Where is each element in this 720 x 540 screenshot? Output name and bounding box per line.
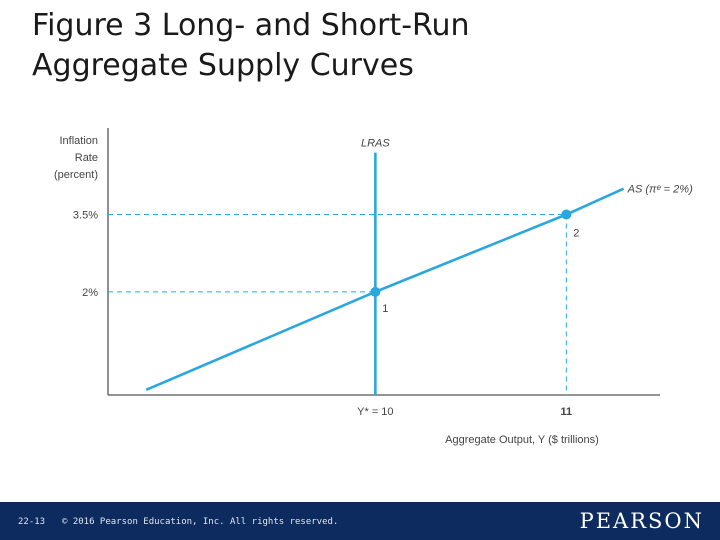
y-tick-label: 3.5%: [73, 210, 98, 222]
x-tick-label: Y* = 10: [357, 406, 393, 418]
slide-title-line1: Figure 3 Long- and Short-Run: [32, 8, 470, 43]
equilibrium-point: [561, 209, 572, 220]
x-axis-label: Aggregate Output, Y ($ trillions): [445, 434, 599, 446]
y-tick-label: 2%: [82, 287, 98, 299]
as-label: AS (πᵉ = 2%): [627, 184, 693, 196]
slide-title: Figure 3 Long- and Short-Run Aggregate S…: [32, 6, 692, 86]
lras-label: LRAS: [361, 138, 390, 150]
equilibrium-point-label: 2: [573, 228, 579, 240]
y-axis-label-line: (percent): [54, 169, 98, 181]
equilibrium-point: [370, 286, 381, 297]
slide-title-line2: Aggregate Supply Curves: [32, 48, 414, 83]
x-tick-label: 11: [561, 406, 573, 418]
chart: Inflation Rate (percent) Aggregate Output, …: [54, 128, 693, 446]
copyright-text: © 2016 Pearson Education, Inc. All right…: [62, 517, 339, 527]
y-axis-label-line: Inflation: [59, 135, 98, 147]
pearson-logo: PEARSON: [579, 509, 704, 533]
equilibrium-point-label: 1: [382, 303, 388, 315]
as-curve: [145, 187, 625, 392]
y-axis-label-line: Rate: [75, 152, 98, 164]
page-number: 22-13: [18, 517, 46, 527]
footer-bar: 22-13 © 2016 Pearson Education, Inc. All…: [0, 502, 720, 540]
